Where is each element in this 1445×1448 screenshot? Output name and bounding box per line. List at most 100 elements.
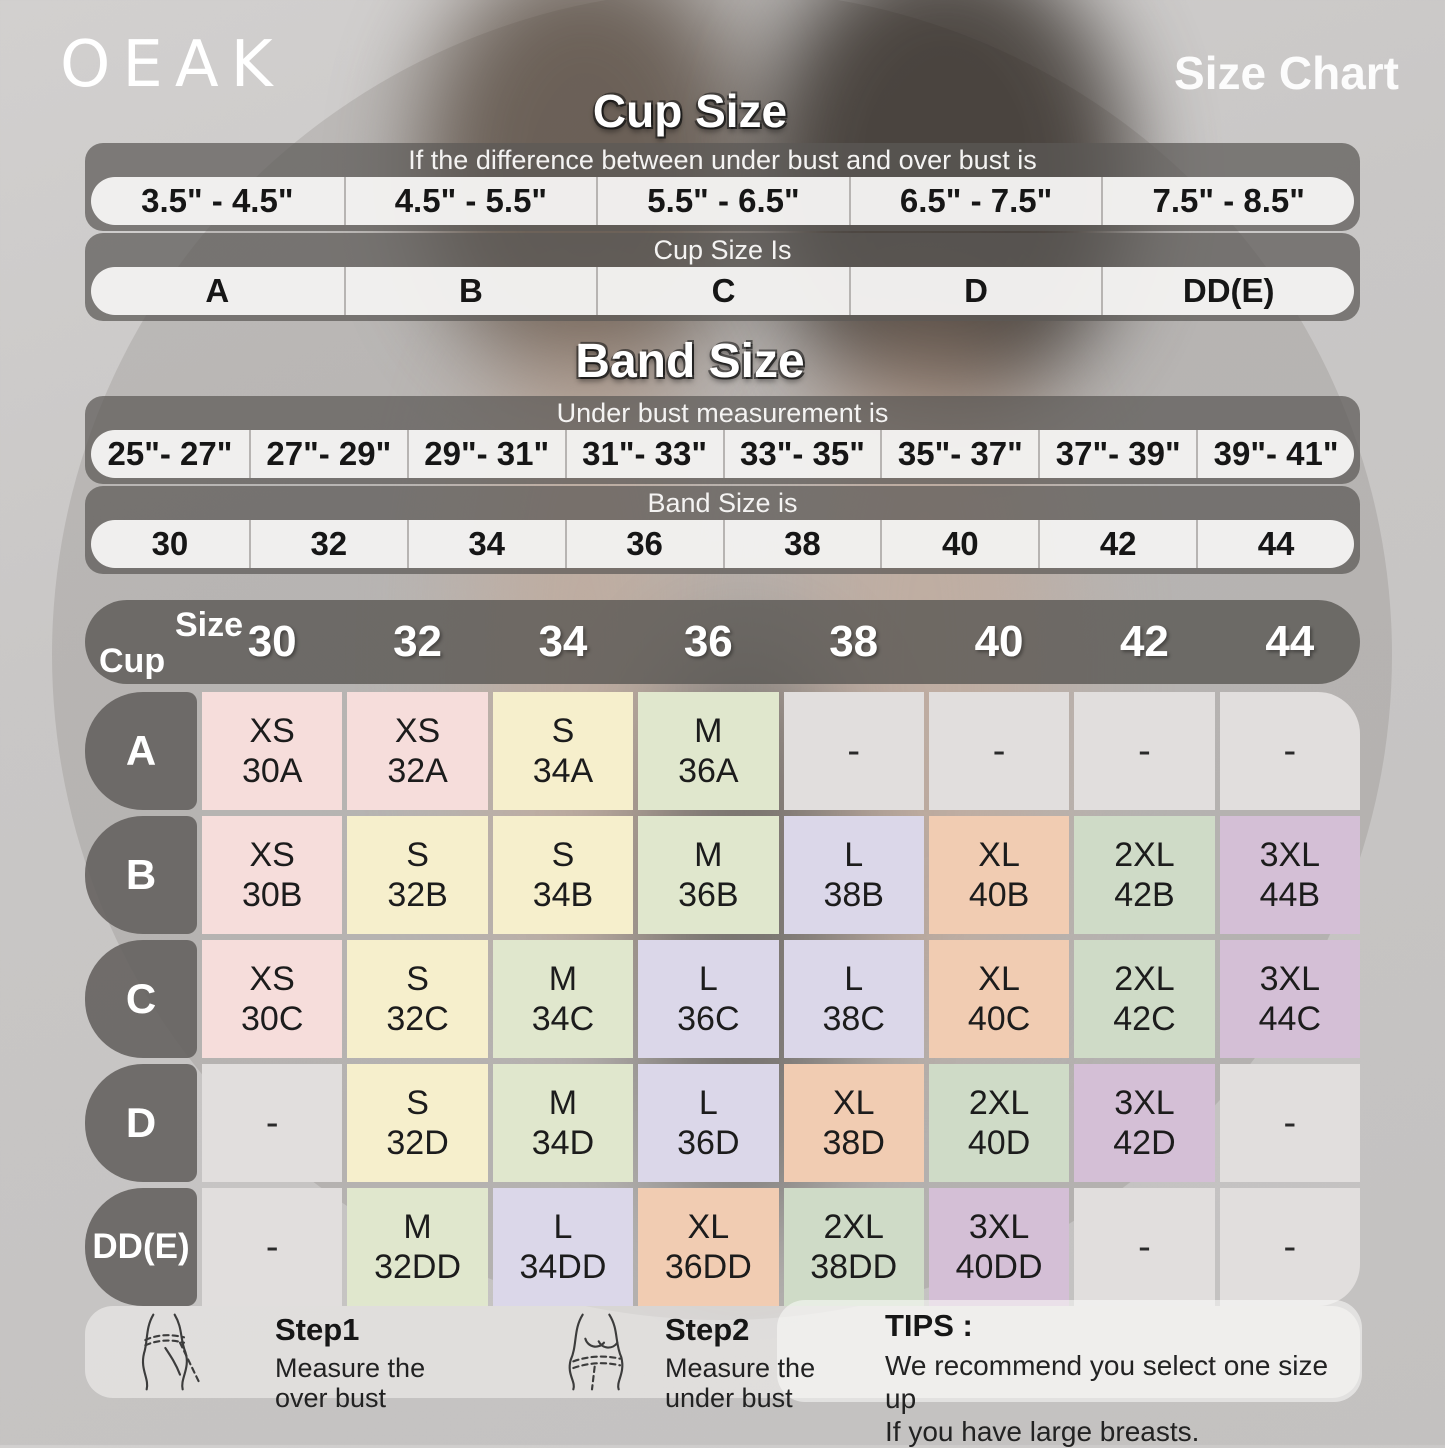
size-cell: L 36C [638, 940, 779, 1058]
size-cell-letter: S [551, 835, 575, 874]
cup-range-pill: 6.5" - 7.5" [848, 177, 1102, 225]
cup-range-panel: If the difference between under bust and… [85, 143, 1360, 231]
band-number-pill: 30 [151, 525, 189, 562]
size-cell-letter: 2XL [1114, 835, 1175, 874]
size-cell: XL 40B [928, 816, 1070, 934]
column-header-band: 32 [393, 617, 443, 666]
size-cell-letter: 3XL [1114, 1083, 1175, 1122]
column-header-band: 38 [829, 617, 879, 666]
size-cell-letter: 3XL [1259, 959, 1321, 998]
size-cell-code: 36A [678, 752, 739, 790]
size-matrix: Size Cup 30 32 34 36 38 40 42 44 A XS 30A XS 32A S 34… [85, 600, 1360, 1312]
size-cell-code: 32C [386, 1000, 449, 1038]
empty-size-cell: - [202, 1188, 343, 1306]
empty-size-cell: - [202, 1064, 343, 1182]
size-cell-code: 40DD [955, 1248, 1043, 1286]
size-cell-letter: XL [687, 1207, 730, 1246]
corner-size-label: Size [175, 606, 244, 644]
size-cell-letter: M [548, 959, 578, 998]
size-cell-letter: XL [832, 1083, 875, 1122]
size-cell: L 36D [638, 1064, 779, 1182]
empty-size-cell: - [783, 692, 924, 810]
size-cell-letter: S [551, 711, 575, 750]
size-cell-letter: L [844, 959, 864, 998]
band-range-pill: 37"- 39" [1038, 430, 1196, 478]
cup-range-pill: 4.5" - 5.5" [343, 177, 597, 225]
size-cell: S 32C [347, 940, 488, 1058]
size-cell-code: 44B [1259, 876, 1321, 914]
size-cell-letter: 2XL [968, 1083, 1030, 1122]
band-range-row: 25"- 27" 27"- 29" 29"- 31" 31"- 33" 33"- 35"… [91, 430, 1354, 478]
size-cell-code: 36B [678, 876, 739, 914]
size-cell: 2XL 40D [928, 1064, 1070, 1182]
band-number-row: 30 32 34 36 38 40 42 44 [91, 520, 1354, 568]
size-cell: M 34C [492, 940, 634, 1058]
matrix-row: C XS 30C S 32C M 34C L 36C L 38C XL 40C 2XL 42C 3XL 44C [85, 940, 1360, 1058]
size-cell-code: 38DD [810, 1248, 898, 1286]
size-cell-code: 42B [1114, 876, 1175, 914]
size-cell-code: 42D [1113, 1124, 1176, 1162]
band-range-caption: Under bust measurement is [556, 398, 889, 428]
cup-letter-pill: DD(E) [1101, 267, 1354, 315]
band-range-pill: 35"- 37" [880, 430, 1038, 478]
size-cell: XS 32A [347, 692, 488, 810]
size-cell-code: 40D [967, 1124, 1031, 1162]
empty-size-cell: - [1074, 1188, 1215, 1306]
size-cell-code: 34A [532, 752, 594, 790]
size-cell-code: 34D [531, 1124, 595, 1162]
matrix-row: A XS 30A XS 32A S 34A M 36A - - - - [85, 692, 1360, 810]
size-cell: XL 36DD [638, 1188, 779, 1306]
step1-line2: over bust [275, 1383, 387, 1413]
cup-letter-row: A B C D DD(E) [91, 267, 1354, 315]
size-cell-code: 32A [387, 752, 448, 790]
cup-letter-panel: Cup Size Is A B C D DD(E) [85, 233, 1360, 321]
cup-letter-pill: A [205, 272, 230, 309]
size-cell-code: 34B [532, 876, 594, 914]
size-cell: XS 30C [202, 940, 343, 1058]
empty-size-cell: - [928, 692, 1070, 810]
step2-line2: under bust [665, 1383, 793, 1413]
size-cell-letter: L [844, 835, 864, 874]
size-cell-letter: M [548, 1083, 578, 1122]
band-size-heading: Band Size [575, 335, 805, 388]
matrix-corner-label: Size Cup [85, 600, 243, 684]
column-header-band: 44 [1265, 617, 1315, 666]
size-cell: XL 38D [783, 1064, 924, 1182]
cup-letter-caption: Cup Size Is [653, 235, 792, 265]
band-range-pill: 31"- 33" [564, 430, 723, 478]
size-cell-letter: M [694, 835, 723, 874]
band-number-pill: 42 [1038, 520, 1196, 568]
size-cell-letter: 3XL [968, 1207, 1030, 1246]
cup-size-heading: Cup Size [592, 85, 788, 137]
tips-text: TIPS : We recommend you select one size … [885, 1308, 1360, 1448]
size-cell-letter: XL [978, 959, 1020, 998]
size-cell: L 38B [783, 816, 924, 934]
band-number-pill: 38 [722, 520, 881, 568]
size-cell: 3XL 44C [1219, 940, 1360, 1058]
step1-text: Step1 Measure the over bust [275, 1312, 425, 1413]
row-label-cup: B [85, 816, 197, 934]
size-cell-letter: M [403, 1207, 432, 1246]
size-cell: S 34A [492, 692, 634, 810]
cup-letter-pill: B [343, 267, 597, 315]
band-number-pill: 40 [880, 520, 1038, 568]
size-cell-code: 30B [241, 876, 303, 914]
step1-title: Step1 [275, 1312, 360, 1347]
band-range-panel: Under bust measurement is 25"- 27" 27"- 2… [85, 396, 1360, 484]
tips-line1: We recommend you select one size up [885, 1350, 1329, 1414]
matrix-row: DD(E) - M 32DD L 34DD XL 36DD 2XL 38DD 3XL 40DD - - [85, 1188, 1360, 1306]
size-cell-code: 40C [967, 1000, 1031, 1038]
cup-range-row: 3.5" - 4.5" 4.5" - 5.5" 5.5" - 6.5" 6.5" - … [91, 177, 1354, 225]
row-label-cup: A [85, 692, 197, 810]
band-range-pill: 29"- 31" [406, 430, 565, 478]
size-cell-letter: XS [249, 835, 295, 874]
size-cell-code: 34C [531, 1000, 595, 1038]
size-cell-code: 30C [241, 1000, 304, 1038]
size-cell-code: 38B [823, 876, 884, 914]
size-cell-code: 38D [822, 1124, 885, 1162]
column-header-band: 42 [1119, 617, 1169, 666]
column-header-band: 34 [538, 617, 588, 666]
size-cell-letter: XL [978, 835, 1020, 874]
matrix-header: Size Cup 30 32 34 36 38 40 42 44 [85, 600, 1360, 684]
band-number-pill: 36 [564, 520, 723, 568]
